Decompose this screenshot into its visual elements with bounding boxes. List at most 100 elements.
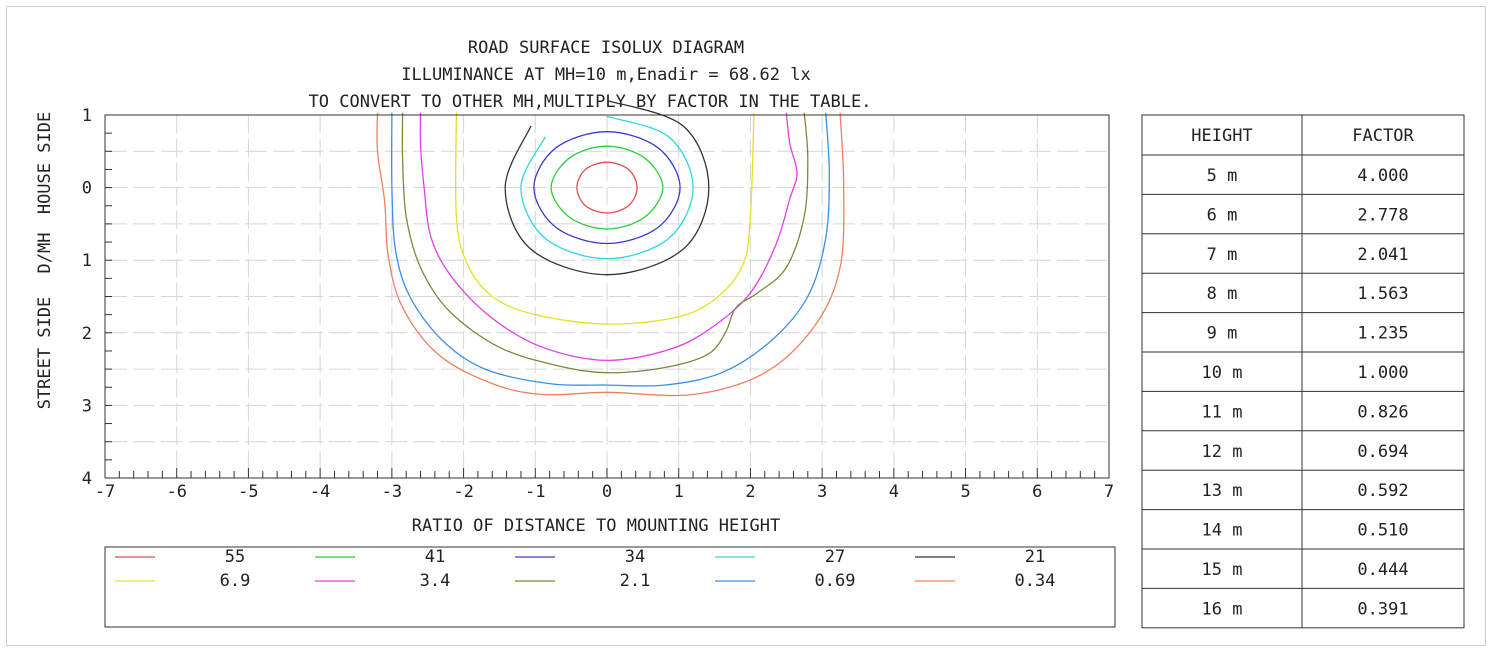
table-row: 16 m 0.391 xyxy=(1202,599,1409,619)
table-row: 6 m 2.778 xyxy=(1207,205,1409,225)
table-cell: 10 m xyxy=(1202,363,1243,383)
x-tick-label: -4 xyxy=(310,482,330,502)
y-tick-labels: 1 0 1 2 3 4 xyxy=(82,106,92,489)
plot-area: -7 -6 -5 -4 -3 -2 -1 0 1 2 3 4 5 6 7 1 0 1 2 3 4 xyxy=(82,99,1114,502)
table-row: 15 m 0.444 xyxy=(1202,560,1409,580)
table-cell: 6 m xyxy=(1207,205,1238,225)
isolux-contour-0.34 xyxy=(376,112,845,397)
isolux-contour-21 xyxy=(504,99,710,276)
table-cell: 0.444 xyxy=(1357,560,1408,580)
isolux-contour-34 xyxy=(533,131,681,245)
figure-frame xyxy=(6,6,1486,646)
x-tick-label: -1 xyxy=(525,482,545,502)
legend-item-21: 21 xyxy=(915,547,1045,567)
legend: 55 41 34 27 21 6.9 3.4 2.1 0.69 0.34 xyxy=(104,546,1116,628)
table-cell: 0.694 xyxy=(1357,442,1408,462)
legend-label: 41 xyxy=(425,547,445,567)
legend-item-41: 41 xyxy=(315,547,445,567)
table-row: 13 m 0.592 xyxy=(1202,481,1409,501)
legend-item-3.4: 3.4 xyxy=(315,571,450,591)
table-cell: 0.510 xyxy=(1357,521,1408,541)
y-tick-label: 0 xyxy=(82,179,92,199)
isolux-contour-0.69 xyxy=(390,112,830,387)
legend-label: 0.34 xyxy=(1015,571,1056,591)
y-tick-label: 1 xyxy=(82,251,92,271)
legend-item-0.34: 0.34 xyxy=(915,571,1055,591)
x-tick-label: -2 xyxy=(453,482,473,502)
x-tick-label: -5 xyxy=(238,482,258,502)
legend-label: 2.1 xyxy=(620,571,651,591)
x-tick-label: -3 xyxy=(382,482,402,502)
legend-label: 0.69 xyxy=(815,571,856,591)
table-cell: 16 m xyxy=(1202,599,1243,619)
y-axis-label-street-side: STREET SIDE xyxy=(35,297,55,410)
x-tick-label: 3 xyxy=(817,482,827,502)
legend-item-6.9: 6.9 xyxy=(115,571,250,591)
table-row: 14 m 0.510 xyxy=(1202,521,1409,541)
legend-item-55: 55 xyxy=(115,547,245,567)
legend-label: 6.9 xyxy=(220,571,251,591)
legend-item-27: 27 xyxy=(715,547,845,567)
isolux-contour-2.1 xyxy=(401,112,809,374)
table-header: HEIGHT FACTOR xyxy=(1191,126,1414,146)
table-cell: 1.235 xyxy=(1357,324,1408,344)
legend-label: 21 xyxy=(1025,547,1045,567)
x-minor-ticks xyxy=(104,468,1110,478)
isolux-contour-3.4 xyxy=(419,112,798,362)
x-tick-label: 4 xyxy=(889,482,899,502)
table-cell: 13 m xyxy=(1202,481,1243,501)
x-tick-labels: -7 -6 -5 -4 -3 -2 -1 0 1 2 3 4 5 6 7 xyxy=(95,482,1114,502)
chart-subtitle-1: ILLUMINANCE AT MH=10 m,Enadir = 68.62 lx xyxy=(401,65,810,85)
legend-item-2.1: 2.1 xyxy=(515,571,650,591)
table-cell: 14 m xyxy=(1202,521,1243,541)
table-cell: 0.826 xyxy=(1357,402,1408,422)
table-header-cell: HEIGHT xyxy=(1191,126,1252,146)
x-tick-label: 2 xyxy=(745,482,755,502)
y-tick-label: 1 xyxy=(82,106,92,126)
x-tick-label: 7 xyxy=(1104,482,1114,502)
legend-label: 55 xyxy=(225,547,245,567)
chart-title: ROAD SURFACE ISOLUX DIAGRAM xyxy=(468,38,744,58)
table-row: 9 m 1.235 xyxy=(1207,324,1409,344)
isolux-contour-6.9 xyxy=(454,112,755,325)
chart-subtitle-2: TO CONVERT TO OTHER MH,MULTIPLY BY FACTO… xyxy=(309,92,872,112)
table-header-cell: FACTOR xyxy=(1352,126,1414,146)
table-cell: 2.778 xyxy=(1357,205,1408,225)
table-cell: 4.000 xyxy=(1357,166,1408,186)
table-cell: 1.563 xyxy=(1357,284,1408,304)
y-tick-label: 3 xyxy=(82,396,92,416)
contours xyxy=(376,99,845,397)
y-minor-ticks xyxy=(105,114,112,479)
legend-label: 3.4 xyxy=(420,571,451,591)
table-cell: 8 m xyxy=(1207,284,1238,304)
table-cell: 5 m xyxy=(1207,166,1238,186)
grid xyxy=(104,114,1110,479)
x-tick-label: -6 xyxy=(166,482,186,502)
table-cell: 0.391 xyxy=(1357,599,1408,619)
x-tick-label: 0 xyxy=(602,482,612,502)
legend-label: 27 xyxy=(825,547,845,567)
legend-label: 34 xyxy=(625,547,645,567)
table-cell: 7 m xyxy=(1207,245,1238,265)
table-cell: 0.592 xyxy=(1357,481,1408,501)
table-cell: 11 m xyxy=(1202,402,1243,422)
y-tick-label: 4 xyxy=(82,469,92,489)
table-cell: 15 m xyxy=(1202,560,1243,580)
isolux-contour-55 xyxy=(576,161,638,214)
table-row: 11 m 0.826 xyxy=(1202,402,1409,422)
table-cell: 2.041 xyxy=(1357,245,1408,265)
y-axis-label-house-side: HOUSE SIDE xyxy=(35,112,55,214)
table-cell: 9 m xyxy=(1207,324,1238,344)
table-cell: 12 m xyxy=(1202,442,1243,462)
table-row: 8 m 1.563 xyxy=(1207,284,1409,304)
y-axis-label-dmh: D/MH xyxy=(35,233,55,274)
x-tick-label: 5 xyxy=(960,482,970,502)
x-tick-label: 1 xyxy=(674,482,684,502)
isolux-contour-41 xyxy=(550,145,664,230)
x-axis-label: RATIO OF DISTANCE TO MOUNTING HEIGHT xyxy=(412,516,780,536)
chart-titles: ROAD SURFACE ISOLUX DIAGRAM ILLUMINANCE … xyxy=(309,38,872,112)
table-row: 10 m 1.000 xyxy=(1202,363,1409,383)
table-cell: 1.000 xyxy=(1357,363,1408,383)
table-row: 7 m 2.041 xyxy=(1207,245,1409,265)
